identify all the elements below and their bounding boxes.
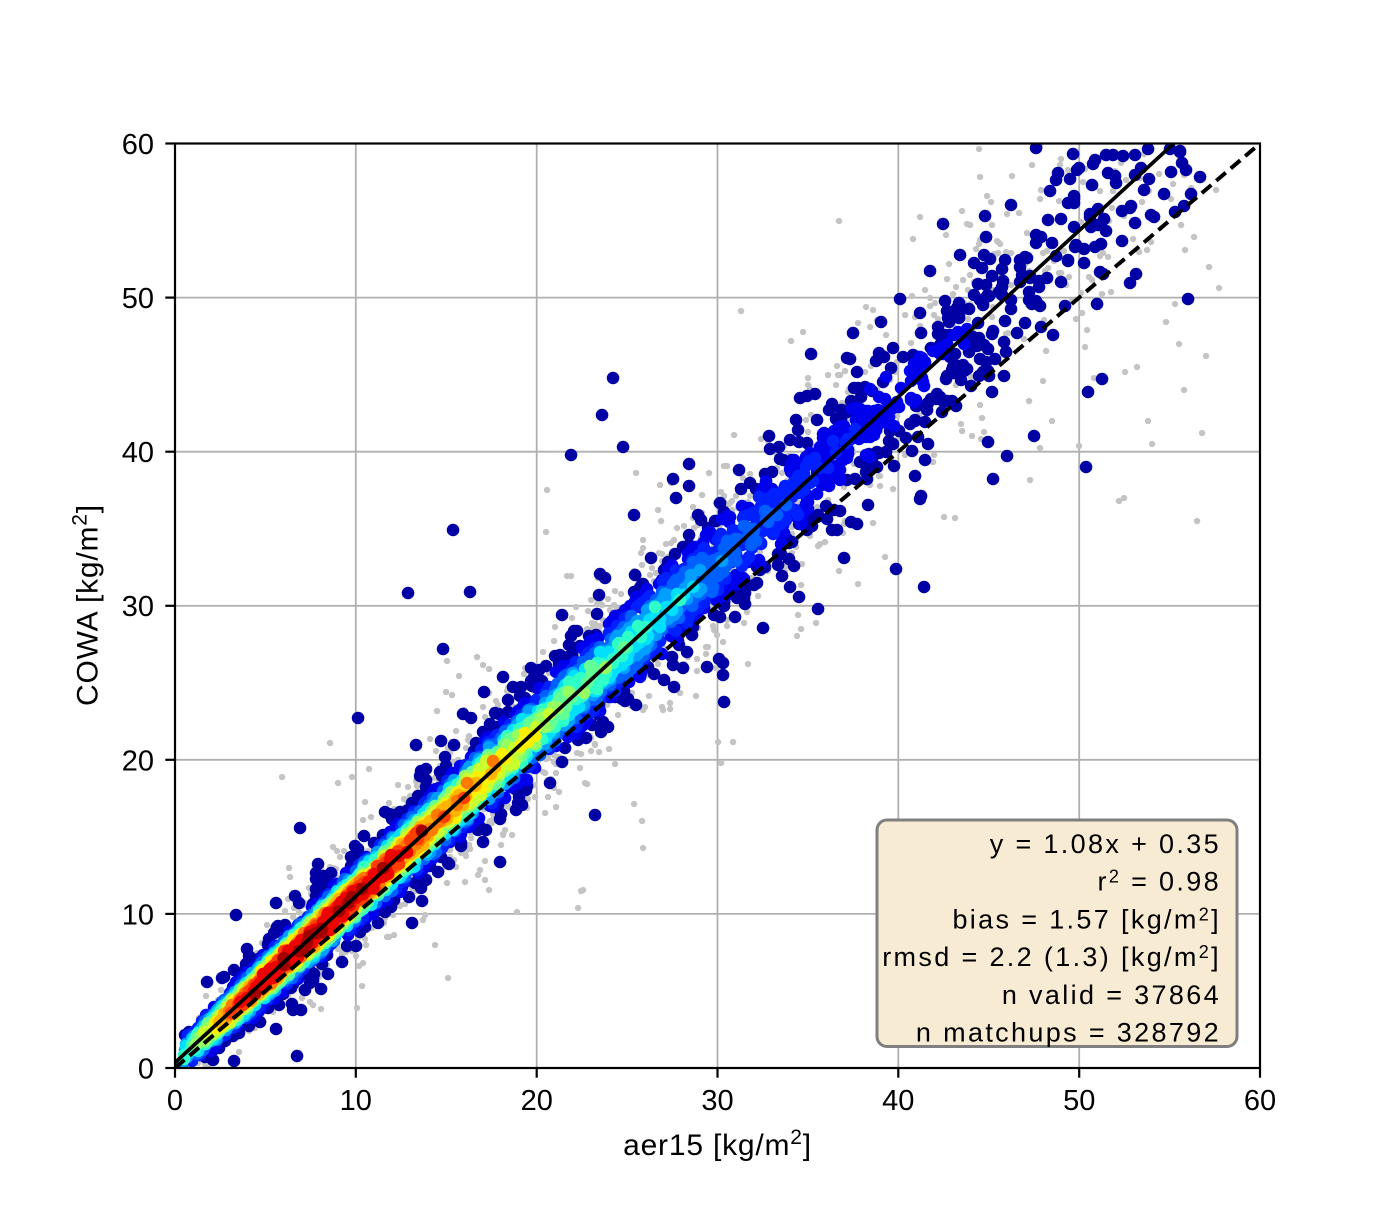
svg-text:10: 10 — [340, 1085, 372, 1117]
svg-text:COWA [kg/m2]: COWA [kg/m2] — [69, 504, 105, 706]
svg-text:60: 60 — [122, 129, 154, 161]
svg-text:40: 40 — [122, 437, 154, 469]
svg-text:n matchups = 328792: n matchups = 328792 — [916, 1018, 1221, 1048]
svg-text:aer15 [kg/m2]: aer15 [kg/m2] — [623, 1126, 812, 1162]
svg-text:rmsd = 2.2 (1.3) [kg/m2]: rmsd = 2.2 (1.3) [kg/m2] — [882, 942, 1221, 972]
svg-text:30: 30 — [122, 591, 154, 623]
svg-text:n valid = 37864: n valid = 37864 — [1002, 980, 1221, 1010]
svg-text:0: 0 — [138, 1054, 154, 1086]
svg-text:20: 20 — [521, 1085, 553, 1117]
svg-text:bias = 1.57 [kg/m2]: bias = 1.57 [kg/m2] — [952, 904, 1221, 934]
svg-text:10: 10 — [122, 899, 154, 931]
svg-text:r2 = 0.98: r2 = 0.98 — [1098, 867, 1222, 897]
svg-text:0: 0 — [167, 1085, 183, 1117]
svg-text:30: 30 — [701, 1085, 733, 1117]
svg-text:60: 60 — [1244, 1085, 1276, 1117]
svg-text:40: 40 — [882, 1085, 914, 1117]
svg-text:50: 50 — [122, 283, 154, 315]
svg-text:y = 1.08x + 0.35: y = 1.08x + 0.35 — [990, 829, 1221, 859]
svg-text:20: 20 — [122, 745, 154, 777]
svg-text:50: 50 — [1063, 1085, 1095, 1117]
